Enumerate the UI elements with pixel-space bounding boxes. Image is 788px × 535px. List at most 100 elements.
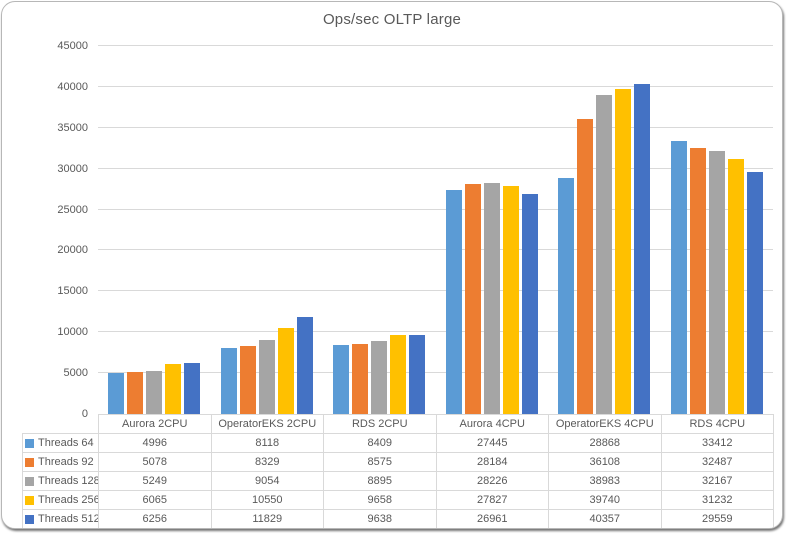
table-row: Threads 256 6065 10550 9658 27827 39740 31232: [22, 490, 774, 510]
bar-group-aurora-2cpu: [98, 46, 211, 414]
bar-group-operatoreks-2cpu: [211, 46, 324, 414]
table-row: Threads 92 5078 8329 8575 28184 36108 32487: [22, 452, 774, 472]
bar: [483, 183, 500, 414]
legend-cell: Threads 128: [22, 471, 99, 491]
category-header-cell: RDS 2CPU: [323, 414, 437, 434]
bar: [220, 347, 237, 414]
bar: [727, 158, 744, 414]
value-cell: 38983: [548, 471, 662, 491]
bar: [277, 327, 294, 414]
bar-groups: [98, 46, 773, 414]
value-cell: 28868: [548, 433, 662, 453]
value-cell: 32167: [660, 471, 774, 491]
value-cell: 36108: [548, 452, 662, 472]
legend-key-icon: [25, 514, 34, 524]
value-cell: 9658: [323, 490, 437, 510]
y-tick-label: 35000: [57, 121, 88, 134]
gridline: [98, 208, 773, 210]
y-tick-label: 5000: [63, 367, 88, 380]
bar: [184, 362, 201, 414]
value-cell: 8329: [210, 452, 324, 472]
gridline: [98, 45, 773, 46]
y-tick-label: 15000: [57, 285, 88, 298]
value-cell: 9638: [323, 509, 437, 528]
bar: [239, 345, 256, 414]
value-cell: 6065: [98, 490, 212, 510]
legend-cell: Threads 256: [22, 490, 99, 510]
gridline: [98, 126, 773, 128]
value-cell: 27445: [435, 433, 549, 453]
bar: [634, 83, 651, 414]
value-cell: 28226: [435, 471, 549, 491]
value-cell: 8118: [210, 433, 324, 453]
bar: [521, 193, 538, 414]
bar: [746, 172, 763, 414]
table-header-row: Aurora 2CPU OperatorEKS 2CPU RDS 2CPU Auror…: [22, 414, 774, 434]
legend-label: Threads 64: [38, 437, 94, 449]
bar: [296, 317, 313, 414]
bar-group-aurora-4cpu: [436, 46, 549, 414]
bar: [146, 371, 163, 414]
bar: [371, 341, 388, 414]
y-tick-label: 20000: [57, 244, 88, 257]
y-tick-label: 30000: [57, 162, 88, 175]
y-axis: 45000 40000 35000 30000 25000 20000 15000 10000…: [2, 40, 88, 420]
legend-cell: Threads 64: [22, 433, 99, 453]
value-cell: 31232: [660, 490, 774, 510]
bar: [558, 177, 575, 414]
value-cell: 8895: [323, 471, 437, 491]
bar: [689, 148, 706, 414]
table-row: Threads 128 5249 9054 8895 28226 38983 32167: [22, 471, 774, 491]
value-cell: 10550: [210, 490, 324, 510]
value-cell: 9054: [210, 471, 324, 491]
bar: [127, 372, 144, 414]
legend-label: Threads 512: [38, 513, 99, 525]
bar: [333, 345, 350, 414]
bar: [596, 95, 613, 414]
legend-cell: Threads 92: [22, 452, 99, 472]
bar: [670, 140, 687, 414]
category-header-cell: Aurora 4CPU: [435, 414, 549, 434]
y-tick-label: 0: [81, 408, 88, 420]
y-tick-label: 40000: [57, 80, 88, 93]
table-corner-cell: [22, 414, 99, 434]
chart-title: Ops/sec OLTP large: [322, 11, 462, 28]
bar: [464, 183, 481, 414]
gridline: [98, 290, 773, 292]
value-cell: 6256: [98, 509, 212, 528]
table-row: Threads 64 4996 8118 8409 27445 28868 33412: [22, 433, 774, 453]
category-header-cell: OperatorEKS 2CPU: [210, 414, 324, 434]
y-tick-label: 10000: [57, 326, 88, 339]
y-tick-label: 25000: [57, 203, 88, 216]
bar: [258, 339, 275, 414]
bar: [708, 150, 725, 414]
value-cell: 27827: [435, 490, 549, 510]
legend-label: Threads 92: [38, 456, 94, 468]
bar: [409, 335, 426, 414]
value-cell: 4996: [98, 433, 212, 453]
gridline: [98, 372, 773, 374]
gridline: [98, 331, 773, 333]
bar-group-rds-2cpu: [323, 46, 436, 414]
value-cell: 26961: [435, 509, 549, 528]
value-cell: 5078: [98, 452, 212, 472]
bar: [108, 373, 125, 414]
plot-area: [98, 45, 773, 414]
category-header-cell: OperatorEKS 4CPU: [548, 414, 662, 434]
bar-group-operatoreks-4cpu: [548, 46, 661, 414]
value-cell: 40357: [548, 509, 662, 528]
legend-cell: Threads 512: [22, 509, 99, 528]
bar: [502, 186, 519, 414]
table-row: Threads 512 6256 11829 9638 26961 40357 29559: [22, 509, 774, 528]
value-cell: 11829: [210, 509, 324, 528]
legend-key-icon: [25, 438, 34, 448]
value-cell: 28184: [435, 452, 549, 472]
data-table: Aurora 2CPU OperatorEKS 2CPU RDS 2CPU Auror…: [22, 414, 774, 528]
chart-frame: Ops/sec OLTP large 45000 40000 35000 30000 2…: [1, 1, 783, 529]
legend-key-icon: [25, 457, 34, 467]
legend-label: Threads 256: [38, 494, 99, 506]
bar: [445, 189, 462, 414]
legend-key-icon: [25, 476, 34, 486]
gridline: [98, 249, 773, 251]
value-cell: 32487: [660, 452, 774, 472]
